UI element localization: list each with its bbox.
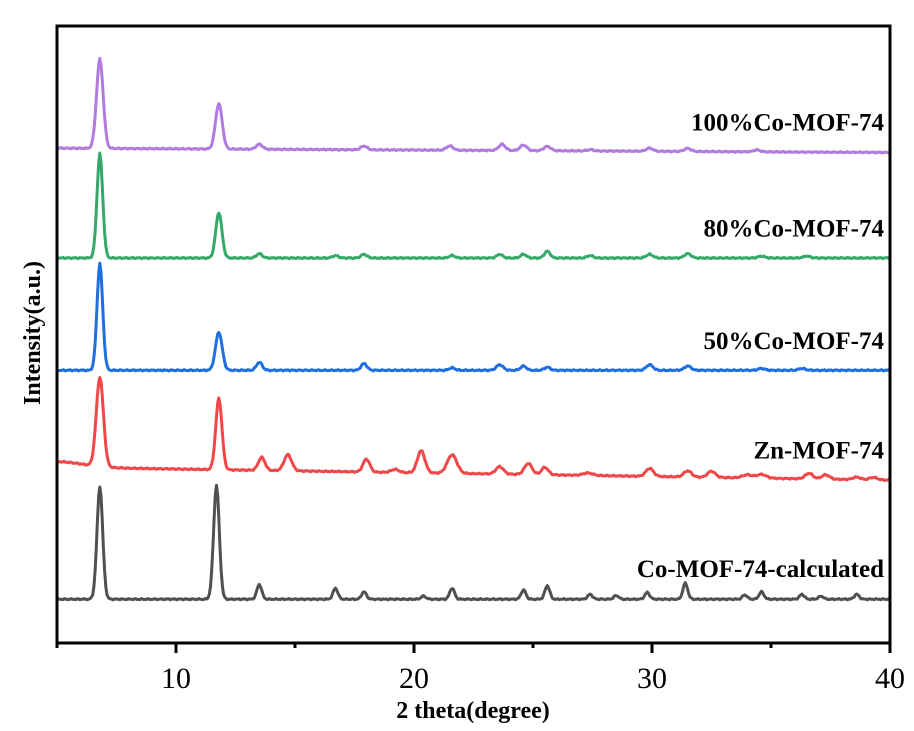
series-label: Zn-MOF-74 — [753, 437, 884, 464]
series-labels: Co-MOF-74-calculated Zn-MOF-74 50%Co-MOF-7… — [637, 109, 885, 582]
series-traces — [56, 56, 891, 602]
trace-50-co-mof-74 — [56, 261, 891, 373]
x-tick-label: 10 — [161, 662, 191, 695]
trace-80-co-mof-74 — [56, 151, 891, 261]
series-label: 80%Co-MOF-74 — [703, 216, 884, 243]
x-tick-label: 20 — [399, 662, 429, 695]
plot-frame — [55, 24, 892, 645]
x-axis-ticks: 10 20 30 40 — [55, 643, 905, 695]
x-axis-title: 2 theta(degree) — [396, 698, 550, 724]
x-tick-label: 40 — [875, 662, 905, 695]
series-label: Co-MOF-74-calculated — [637, 556, 884, 583]
x-tick-label: 30 — [637, 662, 667, 695]
series-label: 100%Co-MOF-74 — [691, 109, 885, 136]
trace-co-mof-74-calculated — [56, 483, 891, 602]
series-label: 50%Co-MOF-74 — [703, 328, 884, 355]
trace-100-co-mof-74 — [56, 56, 891, 155]
y-axis-title: Intensity(a.u.) — [20, 261, 46, 405]
trace-zn-mof-74 — [56, 376, 891, 482]
